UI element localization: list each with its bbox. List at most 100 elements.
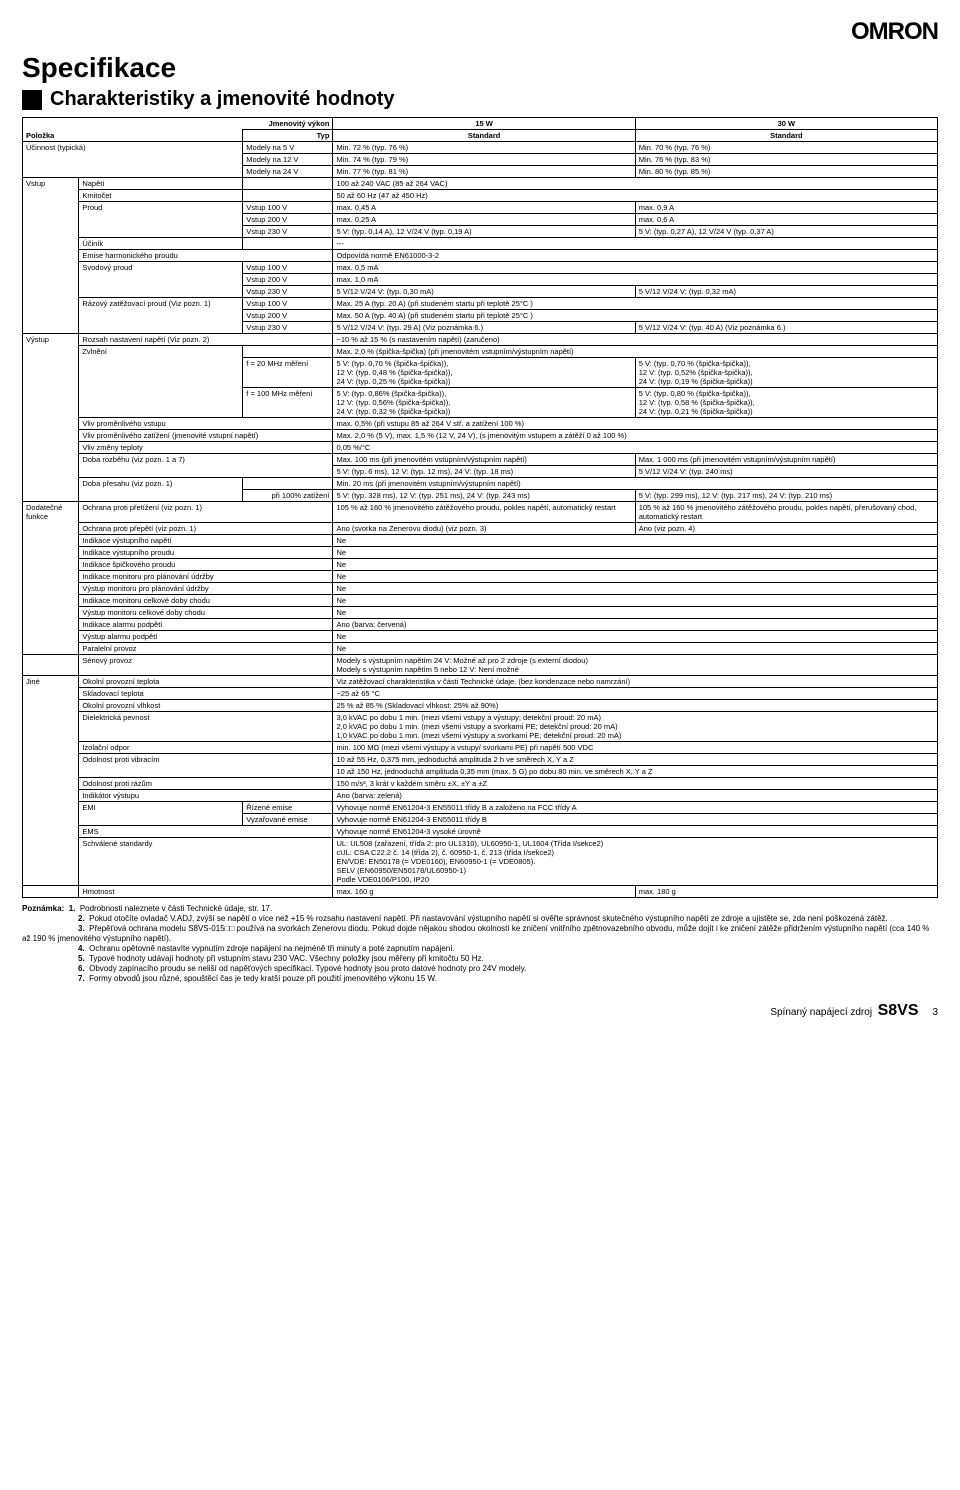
note-1: Podrobnosti naleznete v části Technické … <box>80 904 272 913</box>
add-uvind-l: Indikace alarmu podpětí <box>79 619 333 631</box>
vin-i100-l: Vstup 100 V <box>243 298 333 310</box>
vin-harm-l: Emise harmonického proudu <box>79 250 333 262</box>
oth-std-l: Schválené standardy <box>79 838 333 886</box>
add-uvout-v: Ne <box>333 631 938 643</box>
vin-l230-l: Vstup 230 V <box>243 286 333 298</box>
oth-topr-l: Okolní provozní teplota <box>79 676 333 688</box>
oth-ins-l: Izolační odpor <box>79 742 333 754</box>
header-typ: Typ <box>243 130 333 142</box>
vout-vinvar-l: Vliv proměnlivého vstupu <box>79 418 333 430</box>
add-ser-v: Modely s výstupním napětím 24 V: Možné a… <box>333 655 938 676</box>
vin-l230-b: 5 V/12 V/24 V: (typ. 0,32 mA) <box>635 286 937 298</box>
footer: Spínaný napájecí zdroj S8VS 3 <box>22 1002 938 1020</box>
vout-rip-v: Max. 2,0 % (špička-špička) (při jmenovit… <box>333 346 938 358</box>
oth-oind-l: Indikátor výstupu <box>79 790 333 802</box>
oth-tstg-v: −25 až 65 °C <box>333 688 938 700</box>
eff-24v-l: Modely na 24 V <box>243 166 333 178</box>
vout-start-b: Max. 1 000 ms (při jmenovitém vstupním/v… <box>635 454 937 466</box>
vout-start2-b: 5 V/12 V/24 V: (typ. 240 ms) <box>635 466 937 478</box>
vin-c200-b: max. 0,6 A <box>635 214 937 226</box>
eff-label: Účinnost (typická) <box>23 142 243 178</box>
vout-f20-a: 5 V: (typ. 0,70 % (špička-špička)), 12 V… <box>333 358 635 388</box>
vin-pf-l: Účiník <box>79 238 243 250</box>
oth-emi-rad-l: Vyzařované emise <box>243 814 333 826</box>
oth-hum-l: Okolní provozní vlhkost <box>79 700 333 712</box>
oth-ins-v: min. 100 MΩ (mezi všemi výstupy a vstupy… <box>333 742 938 754</box>
add-indrun-l: Indikace monitoru celkové doby chodu <box>79 595 333 607</box>
oth-std-v: UL: UL508 (zařazení, třída 2: pro UL1310… <box>333 838 938 886</box>
vout-f20-l: f = 20 MHz měření <box>243 358 333 388</box>
oth-emi-cond-l: Řízené emise <box>243 802 333 814</box>
note-7: Formy obvodů jsou různé, spouštěcí čas j… <box>89 974 437 983</box>
eff-5v-a: Min. 72 % (typ. 76 %) <box>333 142 635 154</box>
header-polozka: Položka <box>23 118 243 142</box>
add-outmaint-l: Výstup monitoru pro plánování údržby <box>79 583 333 595</box>
add-ov-l: Ochrana proti přepětí (viz pozn. 1) <box>79 523 333 535</box>
add-indrun-v: Ne <box>333 595 938 607</box>
footer-prod: S8VS <box>878 1002 919 1019</box>
note-4: Ochranu opětovně nastavíte vypnutím zdro… <box>89 944 455 953</box>
brand-logo: OMRON <box>22 18 938 46</box>
oth-vib-b: 10 až 150 Hz, jednoduchá amplituda 0,35 … <box>333 766 938 778</box>
oth-ems-l: EMS <box>79 826 333 838</box>
oth-wt-a: max. 160 g <box>333 886 635 898</box>
add-indmaint-l: Indikace monitoru pro plánování údržby <box>79 571 333 583</box>
note-5: Typové hodnoty udávají hodnoty při vstup… <box>89 954 484 963</box>
oth-wt-b: max. 180 g <box>635 886 937 898</box>
vin-pf-v: --- <box>333 238 938 250</box>
vout-start-a: Max. 100 ms (při jmenovitém vstupním/výs… <box>333 454 635 466</box>
header-15w: 15 W <box>333 118 635 130</box>
oth-shk-v: 150 m/s², 3 krát v každém směru ±X, ±Y a… <box>333 778 938 790</box>
oth-die-l: Dielektrická pevnost <box>79 712 333 742</box>
vin-l230-a: 5 V/12 V/24 V: (typ. 0,30 mA) <box>333 286 635 298</box>
add-par-l: Paralelní provoz <box>79 643 333 655</box>
vout-hold100-b: 5 V: (typ. 299 ms), 12 V: (typ. 217 ms),… <box>635 490 937 502</box>
vin-c100-a: max. 0,45 A <box>333 202 635 214</box>
vin-volt-l: Napětí <box>79 178 243 190</box>
add-indpk-v: Ne <box>333 559 938 571</box>
vin-freq-l: Kmitočet <box>79 190 243 202</box>
vin-l100-v: max. 0,5 mA <box>333 262 938 274</box>
add-par-v: Ne <box>333 643 938 655</box>
vout-adj-l: Rozsah nastavení napětí (Viz pozn. 2) <box>79 334 333 346</box>
add-uvind-v: Ano (barva: červená) <box>333 619 938 631</box>
vin-l200-l: Vstup 200 V <box>243 274 333 286</box>
vout-loadvar-v: Max. 2,0 % (5 V), max. 1,5 % (12 V, 24 V… <box>333 430 938 442</box>
oth-topr-v: Viz zatěžovací charakteristika v části T… <box>333 676 938 688</box>
notes-label: Poznámka: <box>22 904 64 913</box>
add-indvout-v: Ne <box>333 535 938 547</box>
subtitle-row: Charakteristiky a jmenovité hodnoty <box>22 88 938 111</box>
add-outmaint-v: Ne <box>333 583 938 595</box>
vout-start2-a: 5 V: (typ. 6 ms), 12 V: (typ. 12 ms), 24… <box>333 466 635 478</box>
vin-harm-v: Odpovídá normě EN61000-3-2 <box>333 250 938 262</box>
header-30w: 30 W <box>635 118 937 130</box>
grp-vstup: Vstup <box>23 178 79 334</box>
vout-start-l: Doba rozběhu (viz pozn. 1 a 7) <box>79 454 333 478</box>
vout-vinvar-v: max. 0,5% (při vstupu 85 až 264 V stř. a… <box>333 418 938 430</box>
spec-table: Položka Jmenovitý výkon 15 W 30 W Typ St… <box>22 117 938 898</box>
notes-block: Poznámka: 1. Podrobnosti naleznete v čás… <box>22 904 938 984</box>
vin-i230-b: 5 V/12 V/24 V: (typ. 40 A) (Viz poznámka… <box>635 322 937 334</box>
vout-temp-l: Vliv změny teploty <box>79 442 333 454</box>
eff-12v-b: Min. 76 % (typ. 83 %) <box>635 154 937 166</box>
add-indvout-l: Indikace výstupního napětí <box>79 535 333 547</box>
vin-freq-v: 50 až 60 Hz (47 až 450 Hz) <box>333 190 938 202</box>
vout-f100-b: 5 V: (typ. 0,80 % (špička-špička)), 12 V… <box>635 388 937 418</box>
add-ol-l: Ochrana proti přetížení (viz pozn. 1) <box>79 502 333 523</box>
page-title: Specifikace <box>22 52 938 84</box>
oth-ems-v: Vyhovuje normě EN61204-3 vysoké úrovně <box>333 826 938 838</box>
vout-adj-v: −10 % až 15 % (s nastavením napětí) (zar… <box>333 334 938 346</box>
add-indiout-v: Ne <box>333 547 938 559</box>
oth-vib-a: 10 až 55 Hz, 0,375 mm, jednoduchá amplit… <box>333 754 938 766</box>
vin-c200-l: Vstup 200 V <box>243 214 333 226</box>
note-3: Přepěťová ochrana modelu S8VS-015□□ použ… <box>22 924 929 943</box>
oth-oind-v: Ano (barva: zelená) <box>333 790 938 802</box>
oth-shk-l: Odolnost proti rázům <box>79 778 333 790</box>
subtitle: Charakteristiky a jmenovité hodnoty <box>50 88 395 111</box>
vout-loadvar-l: Vliv proměnlivého zatížení (jmenovité vs… <box>79 430 333 442</box>
vin-i200-l: Vstup 200 V <box>243 310 333 322</box>
vout-f100-l: f = 100 MHz měření <box>243 388 333 418</box>
eff-12v-l: Modely na 12 V <box>243 154 333 166</box>
add-ol-b: 105 % až 160 % jmenovitého zátěžového pr… <box>635 502 937 523</box>
add-indmaint-v: Ne <box>333 571 938 583</box>
